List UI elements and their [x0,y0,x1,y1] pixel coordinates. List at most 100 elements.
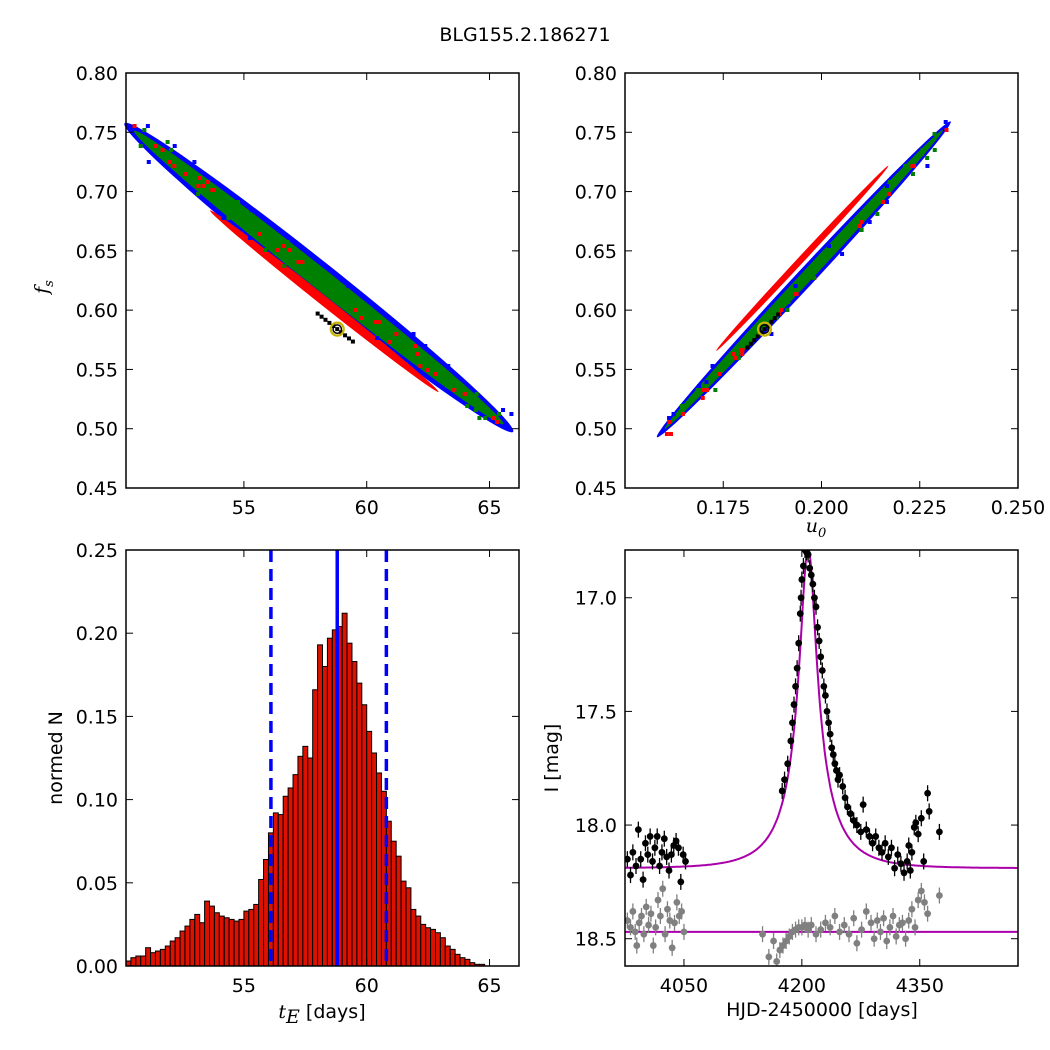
light-curve-plot [625,550,1018,966]
histogram-bar [243,910,250,967]
mcmc-point [776,312,781,317]
histogram-bar [434,932,441,967]
tE-hist-axes-frame [125,549,520,967]
model-curve-primary [625,550,1018,869]
secondary-data-point [899,919,906,927]
secondary-data-point [673,898,681,906]
histogram-bar [135,955,142,967]
contour-pixel [710,364,715,368]
secondary-data-point [877,928,884,936]
contour-pixel [880,200,885,204]
contour-pixel [172,144,177,148]
y-tick-label: 0.10 [76,790,118,812]
secondary-data-point [645,921,652,929]
x-tick-label: 65 [477,975,501,997]
primary-data-point [781,776,788,783]
contour-pixel [925,164,930,168]
primary-data-point [639,876,647,884]
tE-axis-label-sub: E [285,1006,300,1028]
x-tick-label: 0.200 [794,497,848,519]
contour-pixel [145,124,150,128]
histogram-bar [356,682,363,967]
y-tick-label: 0.80 [76,63,118,85]
primary-data-point [894,851,902,859]
contour-pixel [346,284,351,288]
contour-pixel [359,316,364,320]
contour-pixel [910,164,915,168]
histogram-bar [341,612,348,967]
contour-pixel [247,236,252,240]
contour-pixel [769,312,774,316]
secondary-data-point [680,928,688,936]
primary-data-point [665,867,673,874]
primary-data-point [844,803,851,811]
primary-data-point [789,719,796,727]
secondary-data-point [850,914,858,922]
primary-data-point [812,603,820,611]
primary-data-point [675,844,682,852]
mcmc-point [745,345,750,350]
primary-data-point [798,576,806,583]
histogram-bar [302,745,309,967]
contour-pixel [165,140,170,144]
primary-data-point [936,828,943,836]
secondary-data-point [924,910,932,918]
contour-pixel [287,248,292,252]
primary-data-point [841,794,849,802]
histogram-bar [449,948,456,967]
y-tick-label: 18.5 [575,929,617,951]
contour-pixel [375,332,380,336]
contour-pixel [328,276,333,280]
light-curve-ticks: 4050 4200 4350 17.0 17.5 18.0 18.5 [575,550,1018,997]
secondary-data-point [659,885,667,893]
histogram-bar [317,644,323,967]
histogram-bar [159,948,166,967]
histogram-bar [459,957,466,967]
primary-data-point [820,682,828,690]
secondary-data-point [831,912,839,920]
mcmc-point [339,330,344,335]
secondary-data-point [765,953,773,961]
contour-1-sigma [210,210,439,392]
secondary-data-point [826,923,834,931]
fs-u0-ticks: 0.175 0.200 0.225 0.250 0.45 0.50 0.55 0.60 0.65… [575,63,1046,519]
primary-data-point [796,610,804,618]
primary-data-point [811,594,818,602]
histogram-bar [430,928,436,967]
secondary-data-point [914,896,922,904]
primary-data-point [891,864,898,872]
contour-pixel [201,184,206,188]
histogram-bar [218,915,225,967]
contour-pixel [376,320,381,324]
primary-data-point [792,682,799,690]
y-tick-label: 0.00 [76,956,118,978]
tE-axis-label-rest: [days] [300,1001,366,1023]
mcmc-point [346,336,351,341]
y-tick-label: 0.60 [575,300,617,322]
primary-data-point [778,787,786,795]
light-curve-axes-frame [624,549,1019,967]
primary-data-point [897,860,905,868]
contour-pixel [840,252,845,256]
primary-data-point [790,701,798,708]
secondary-data-point [812,930,820,938]
secondary-data-point [635,919,643,927]
histogram-bar [194,913,201,967]
contour-pixel [275,248,280,252]
u0-axis-label: u0 [806,515,827,541]
contour-pixel [786,300,791,304]
histogram-bar [322,665,328,967]
contour-pixel [920,152,925,156]
primary-data-point [651,844,659,852]
x-tick-label: 4350 [896,975,944,997]
contour-pixel [221,216,226,220]
contour-pixel [885,184,890,188]
contour-pixel [779,308,784,312]
primary-data-point [859,801,867,809]
contour-pixel [172,164,177,168]
primary-data-point [914,830,922,838]
mcmc-point [759,330,764,335]
panel-tE-histogram: 55 60 650.000.050.100.150.200.25 normed N … [45,540,520,1028]
primary-data-point [815,637,823,645]
contour-pixel [477,416,482,420]
